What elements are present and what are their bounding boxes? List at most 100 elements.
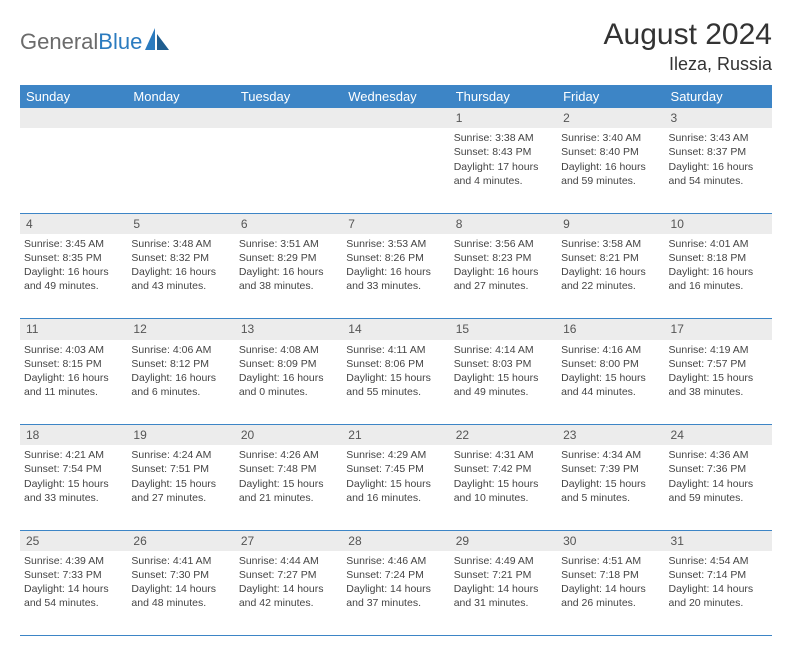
sunrise-line: Sunrise: 4:34 AM bbox=[561, 448, 660, 462]
daylight-line: Daylight: 16 hours and 22 minutes. bbox=[561, 265, 660, 293]
daylight-line: Daylight: 16 hours and 16 minutes. bbox=[669, 265, 768, 293]
day-number bbox=[127, 108, 234, 128]
day-cell-content: Sunrise: 4:54 AMSunset: 7:14 PMDaylight:… bbox=[669, 554, 768, 611]
day-cell: Sunrise: 4:29 AMSunset: 7:45 PMDaylight:… bbox=[342, 445, 449, 530]
sunrise-line: Sunrise: 4:24 AM bbox=[131, 448, 230, 462]
sunset-line: Sunset: 7:21 PM bbox=[454, 568, 553, 582]
day-cell-content: Sunrise: 4:36 AMSunset: 7:36 PMDaylight:… bbox=[669, 448, 768, 505]
sunset-line: Sunset: 7:24 PM bbox=[346, 568, 445, 582]
calendar-page: GeneralBlue August 2024 Ileza, Russia Su… bbox=[0, 0, 792, 646]
day-number bbox=[20, 108, 127, 128]
daylight-line: Daylight: 16 hours and 11 minutes. bbox=[24, 371, 123, 399]
daylight-line: Daylight: 14 hours and 42 minutes. bbox=[239, 582, 338, 610]
sunset-line: Sunset: 7:51 PM bbox=[131, 462, 230, 476]
daylight-line: Daylight: 16 hours and 33 minutes. bbox=[346, 265, 445, 293]
sunset-line: Sunset: 7:45 PM bbox=[346, 462, 445, 476]
daylight-line: Daylight: 16 hours and 54 minutes. bbox=[669, 160, 768, 188]
day-number: 22 bbox=[450, 425, 557, 446]
day-cell bbox=[235, 128, 342, 213]
day-cell: Sunrise: 4:44 AMSunset: 7:27 PMDaylight:… bbox=[235, 551, 342, 636]
day-number-row: 18192021222324 bbox=[20, 425, 772, 446]
weekday-header: Thursday bbox=[450, 85, 557, 108]
daylight-line: Daylight: 17 hours and 4 minutes. bbox=[454, 160, 553, 188]
day-number: 19 bbox=[127, 425, 234, 446]
day-cell: Sunrise: 4:14 AMSunset: 8:03 PMDaylight:… bbox=[450, 340, 557, 425]
day-cell-content: Sunrise: 4:26 AMSunset: 7:48 PMDaylight:… bbox=[239, 448, 338, 505]
daylight-line: Daylight: 15 hours and 44 minutes. bbox=[561, 371, 660, 399]
day-cell-content: Sunrise: 4:11 AMSunset: 8:06 PMDaylight:… bbox=[346, 343, 445, 400]
sunrise-line: Sunrise: 4:19 AM bbox=[669, 343, 768, 357]
day-cell: Sunrise: 3:56 AMSunset: 8:23 PMDaylight:… bbox=[450, 234, 557, 319]
day-cell-content: Sunrise: 3:40 AMSunset: 8:40 PMDaylight:… bbox=[561, 131, 660, 188]
sunset-line: Sunset: 8:32 PM bbox=[131, 251, 230, 265]
day-number: 29 bbox=[450, 530, 557, 551]
daylight-line: Daylight: 16 hours and 43 minutes. bbox=[131, 265, 230, 293]
logo-word-1: General bbox=[20, 29, 98, 54]
day-cell-content: Sunrise: 3:43 AMSunset: 8:37 PMDaylight:… bbox=[669, 131, 768, 188]
day-number: 14 bbox=[342, 319, 449, 340]
sunrise-line: Sunrise: 3:43 AM bbox=[669, 131, 768, 145]
sunrise-line: Sunrise: 4:46 AM bbox=[346, 554, 445, 568]
month-title: August 2024 bbox=[604, 18, 772, 52]
day-cell-content: Sunrise: 4:29 AMSunset: 7:45 PMDaylight:… bbox=[346, 448, 445, 505]
daylight-line: Daylight: 15 hours and 33 minutes. bbox=[24, 477, 123, 505]
daylight-line: Daylight: 15 hours and 55 minutes. bbox=[346, 371, 445, 399]
weekday-header: Sunday bbox=[20, 85, 127, 108]
day-number: 26 bbox=[127, 530, 234, 551]
day-cell-content: Sunrise: 4:06 AMSunset: 8:12 PMDaylight:… bbox=[131, 343, 230, 400]
daylight-line: Daylight: 15 hours and 10 minutes. bbox=[454, 477, 553, 505]
day-number: 8 bbox=[450, 213, 557, 234]
day-cell: Sunrise: 4:51 AMSunset: 7:18 PMDaylight:… bbox=[557, 551, 664, 636]
day-cell-content: Sunrise: 4:39 AMSunset: 7:33 PMDaylight:… bbox=[24, 554, 123, 611]
day-cell: Sunrise: 4:24 AMSunset: 7:51 PMDaylight:… bbox=[127, 445, 234, 530]
day-cell: Sunrise: 4:36 AMSunset: 7:36 PMDaylight:… bbox=[665, 445, 772, 530]
daylight-line: Daylight: 15 hours and 5 minutes. bbox=[561, 477, 660, 505]
calendar-table: Sunday Monday Tuesday Wednesday Thursday… bbox=[20, 85, 772, 636]
weekday-header: Friday bbox=[557, 85, 664, 108]
day-cell-content: Sunrise: 4:14 AMSunset: 8:03 PMDaylight:… bbox=[454, 343, 553, 400]
day-cell: Sunrise: 4:49 AMSunset: 7:21 PMDaylight:… bbox=[450, 551, 557, 636]
day-number: 23 bbox=[557, 425, 664, 446]
day-number: 15 bbox=[450, 319, 557, 340]
day-number: 31 bbox=[665, 530, 772, 551]
day-content-row: Sunrise: 4:03 AMSunset: 8:15 PMDaylight:… bbox=[20, 340, 772, 425]
day-cell-content: Sunrise: 3:48 AMSunset: 8:32 PMDaylight:… bbox=[131, 237, 230, 294]
day-number: 28 bbox=[342, 530, 449, 551]
sunset-line: Sunset: 8:21 PM bbox=[561, 251, 660, 265]
day-cell-content: Sunrise: 4:41 AMSunset: 7:30 PMDaylight:… bbox=[131, 554, 230, 611]
weekday-header: Monday bbox=[127, 85, 234, 108]
day-cell-content: Sunrise: 3:51 AMSunset: 8:29 PMDaylight:… bbox=[239, 237, 338, 294]
day-cell: Sunrise: 4:31 AMSunset: 7:42 PMDaylight:… bbox=[450, 445, 557, 530]
sunset-line: Sunset: 8:15 PM bbox=[24, 357, 123, 371]
calendar-body: 123Sunrise: 3:38 AMSunset: 8:43 PMDaylig… bbox=[20, 108, 772, 636]
sunrise-line: Sunrise: 4:06 AM bbox=[131, 343, 230, 357]
day-content-row: Sunrise: 3:45 AMSunset: 8:35 PMDaylight:… bbox=[20, 234, 772, 319]
day-cell-content: Sunrise: 4:01 AMSunset: 8:18 PMDaylight:… bbox=[669, 237, 768, 294]
day-cell bbox=[127, 128, 234, 213]
day-cell-content: Sunrise: 3:56 AMSunset: 8:23 PMDaylight:… bbox=[454, 237, 553, 294]
sunrise-line: Sunrise: 3:58 AM bbox=[561, 237, 660, 251]
day-number: 3 bbox=[665, 108, 772, 128]
day-cell-content: Sunrise: 4:31 AMSunset: 7:42 PMDaylight:… bbox=[454, 448, 553, 505]
day-cell: Sunrise: 4:21 AMSunset: 7:54 PMDaylight:… bbox=[20, 445, 127, 530]
day-number: 12 bbox=[127, 319, 234, 340]
day-number: 5 bbox=[127, 213, 234, 234]
day-number-row: 11121314151617 bbox=[20, 319, 772, 340]
daylight-line: Daylight: 15 hours and 49 minutes. bbox=[454, 371, 553, 399]
daylight-line: Daylight: 15 hours and 16 minutes. bbox=[346, 477, 445, 505]
day-cell-content: Sunrise: 4:49 AMSunset: 7:21 PMDaylight:… bbox=[454, 554, 553, 611]
day-cell: Sunrise: 3:45 AMSunset: 8:35 PMDaylight:… bbox=[20, 234, 127, 319]
daylight-line: Daylight: 16 hours and 49 minutes. bbox=[24, 265, 123, 293]
sunset-line: Sunset: 8:40 PM bbox=[561, 145, 660, 159]
day-cell-content: Sunrise: 4:16 AMSunset: 8:00 PMDaylight:… bbox=[561, 343, 660, 400]
day-cell-content: Sunrise: 3:53 AMSunset: 8:26 PMDaylight:… bbox=[346, 237, 445, 294]
daylight-line: Daylight: 14 hours and 26 minutes. bbox=[561, 582, 660, 610]
day-number bbox=[235, 108, 342, 128]
day-number-row: 45678910 bbox=[20, 213, 772, 234]
day-cell-content: Sunrise: 4:03 AMSunset: 8:15 PMDaylight:… bbox=[24, 343, 123, 400]
sunrise-line: Sunrise: 3:53 AM bbox=[346, 237, 445, 251]
sunset-line: Sunset: 8:26 PM bbox=[346, 251, 445, 265]
day-cell-content: Sunrise: 4:51 AMSunset: 7:18 PMDaylight:… bbox=[561, 554, 660, 611]
daylight-line: Daylight: 15 hours and 38 minutes. bbox=[669, 371, 768, 399]
daylight-line: Daylight: 16 hours and 0 minutes. bbox=[239, 371, 338, 399]
